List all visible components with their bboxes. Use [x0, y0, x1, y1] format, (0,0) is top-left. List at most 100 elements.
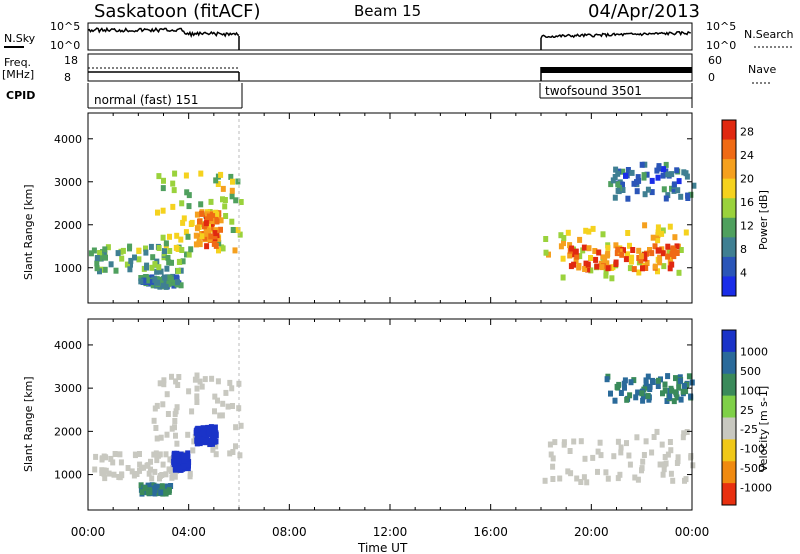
upper-band-late-cell [641, 172, 647, 179]
ground-rising-cell [212, 408, 217, 415]
rising-band-cell [229, 193, 235, 200]
main-band-late-cell [644, 260, 650, 266]
ground-band-late-cell [657, 461, 663, 468]
rising-band-cell [183, 229, 189, 236]
ground-rising-cell [190, 447, 196, 454]
ground-band-early-cell [108, 455, 114, 462]
ground-band-early-cell [117, 451, 123, 458]
colorbar-tick-label: 12 [740, 220, 754, 233]
colorbar-swatch [722, 178, 736, 199]
ground-rising-cell [217, 412, 223, 419]
main-band-early-cell [102, 246, 108, 253]
main-band-early-cell [88, 250, 94, 257]
ground-rising-cell [191, 438, 197, 445]
main-band-late-cell [655, 237, 661, 244]
upper-band-late-cell [615, 170, 621, 177]
positive-patch-b-cell [212, 429, 218, 435]
ground-rising-cell [219, 412, 225, 419]
upper-band-late-cell [636, 177, 642, 184]
upper-late-cell [688, 393, 694, 400]
ground-band-late-cell [550, 463, 556, 470]
ground-band-late-cell [639, 467, 644, 474]
rising-band-cell [220, 185, 226, 192]
main-band-late-cell [683, 229, 689, 236]
main-band-early-cell [158, 268, 164, 275]
ground-band-early-cell [163, 451, 169, 458]
main-band-late-cell [577, 236, 583, 243]
hot-spot-early-cell [196, 236, 202, 243]
main-band-early-cell [94, 260, 100, 267]
ground-rising-cell [152, 405, 158, 412]
rising-band-cell [155, 209, 160, 216]
x-tick-label: 20:00 [574, 525, 609, 539]
upper-late-cell [650, 379, 656, 385]
ground-rising-cell [215, 397, 220, 404]
ground-band-late-cell [561, 439, 567, 446]
hot-spot-early-cell [209, 224, 215, 231]
upper-late-cell [633, 394, 639, 401]
ground-rising-cell [173, 378, 179, 385]
ground-band-early-cell [144, 462, 150, 469]
upper-late-cell [624, 396, 630, 403]
core-late-cell [593, 256, 599, 263]
core-late-cell [642, 255, 648, 262]
ground-band-early-cell [99, 455, 105, 462]
main-band-early-cell [127, 243, 133, 250]
main-band-early-cell [165, 254, 171, 261]
ground-rising-cell [230, 403, 235, 409]
rising-band-cell [215, 181, 221, 187]
ground-band-early-cell [129, 468, 135, 475]
freq-band-late [541, 67, 692, 73]
core-late-cell [621, 247, 626, 254]
ground-rising-cell [176, 374, 182, 380]
upper-band-late-cell [625, 195, 631, 202]
hot-spot-early-cell [204, 227, 210, 234]
ground-band-late-cell [649, 449, 655, 456]
y-tick-label: 3000 [54, 176, 82, 189]
noise-right-tick-low: 10^0 [706, 39, 736, 52]
main-band-early-cell [184, 251, 189, 258]
core-late-cell [638, 253, 644, 260]
ground-rising-cell [161, 377, 167, 384]
colorbar-tick-label: 100 [740, 384, 761, 397]
upper-late-cell [621, 380, 627, 387]
noise-sky-label: N.Sky [4, 32, 36, 45]
ground-rising-cell [238, 422, 244, 429]
y-tick-label: 2000 [54, 425, 82, 438]
rising-band-cell [198, 201, 204, 208]
main-band-early-cell [186, 251, 192, 258]
rising-band-cell [178, 236, 184, 243]
rising-band-cell [160, 207, 166, 214]
core-late-cell [655, 247, 661, 254]
positive-patch-b-cell [213, 432, 219, 439]
upper-band-late-cell [644, 171, 650, 178]
ground-band-early-cell [103, 454, 109, 461]
upper-late-cell [635, 389, 641, 396]
ground-band-early-cell [137, 461, 143, 468]
ground-band-late-cell [632, 474, 638, 481]
main-band-late-cell [603, 268, 609, 275]
hot-spot-early-cell [193, 232, 199, 239]
ground-band-late-cell [634, 434, 640, 441]
upper-band-late-cell [661, 166, 666, 173]
rising-band-cell [188, 221, 194, 227]
ground-band-late-cell [626, 452, 632, 459]
core-late-cell [604, 260, 610, 267]
ground-rising-cell [173, 432, 178, 439]
hot-spot-early-cell [197, 218, 202, 225]
main-band-late-cell [625, 251, 630, 258]
ground-rising-cell [236, 380, 242, 387]
rising-band-cell [230, 227, 236, 233]
ground-rising-cell [151, 417, 157, 424]
upper-band-late-cell [642, 191, 648, 198]
upper-late-cell [608, 390, 613, 397]
positive-patch-a-cell [181, 453, 187, 460]
colorbar-swatch [722, 256, 736, 277]
ground-band-late-cell [675, 454, 681, 461]
low-patch-cell [164, 483, 170, 490]
upper-late-cell [645, 392, 651, 399]
low-patch-cell [138, 275, 144, 281]
hot-spot-early-cell [212, 233, 218, 240]
upper-late-cell [622, 384, 627, 391]
ground-band-early-cell [117, 474, 123, 481]
